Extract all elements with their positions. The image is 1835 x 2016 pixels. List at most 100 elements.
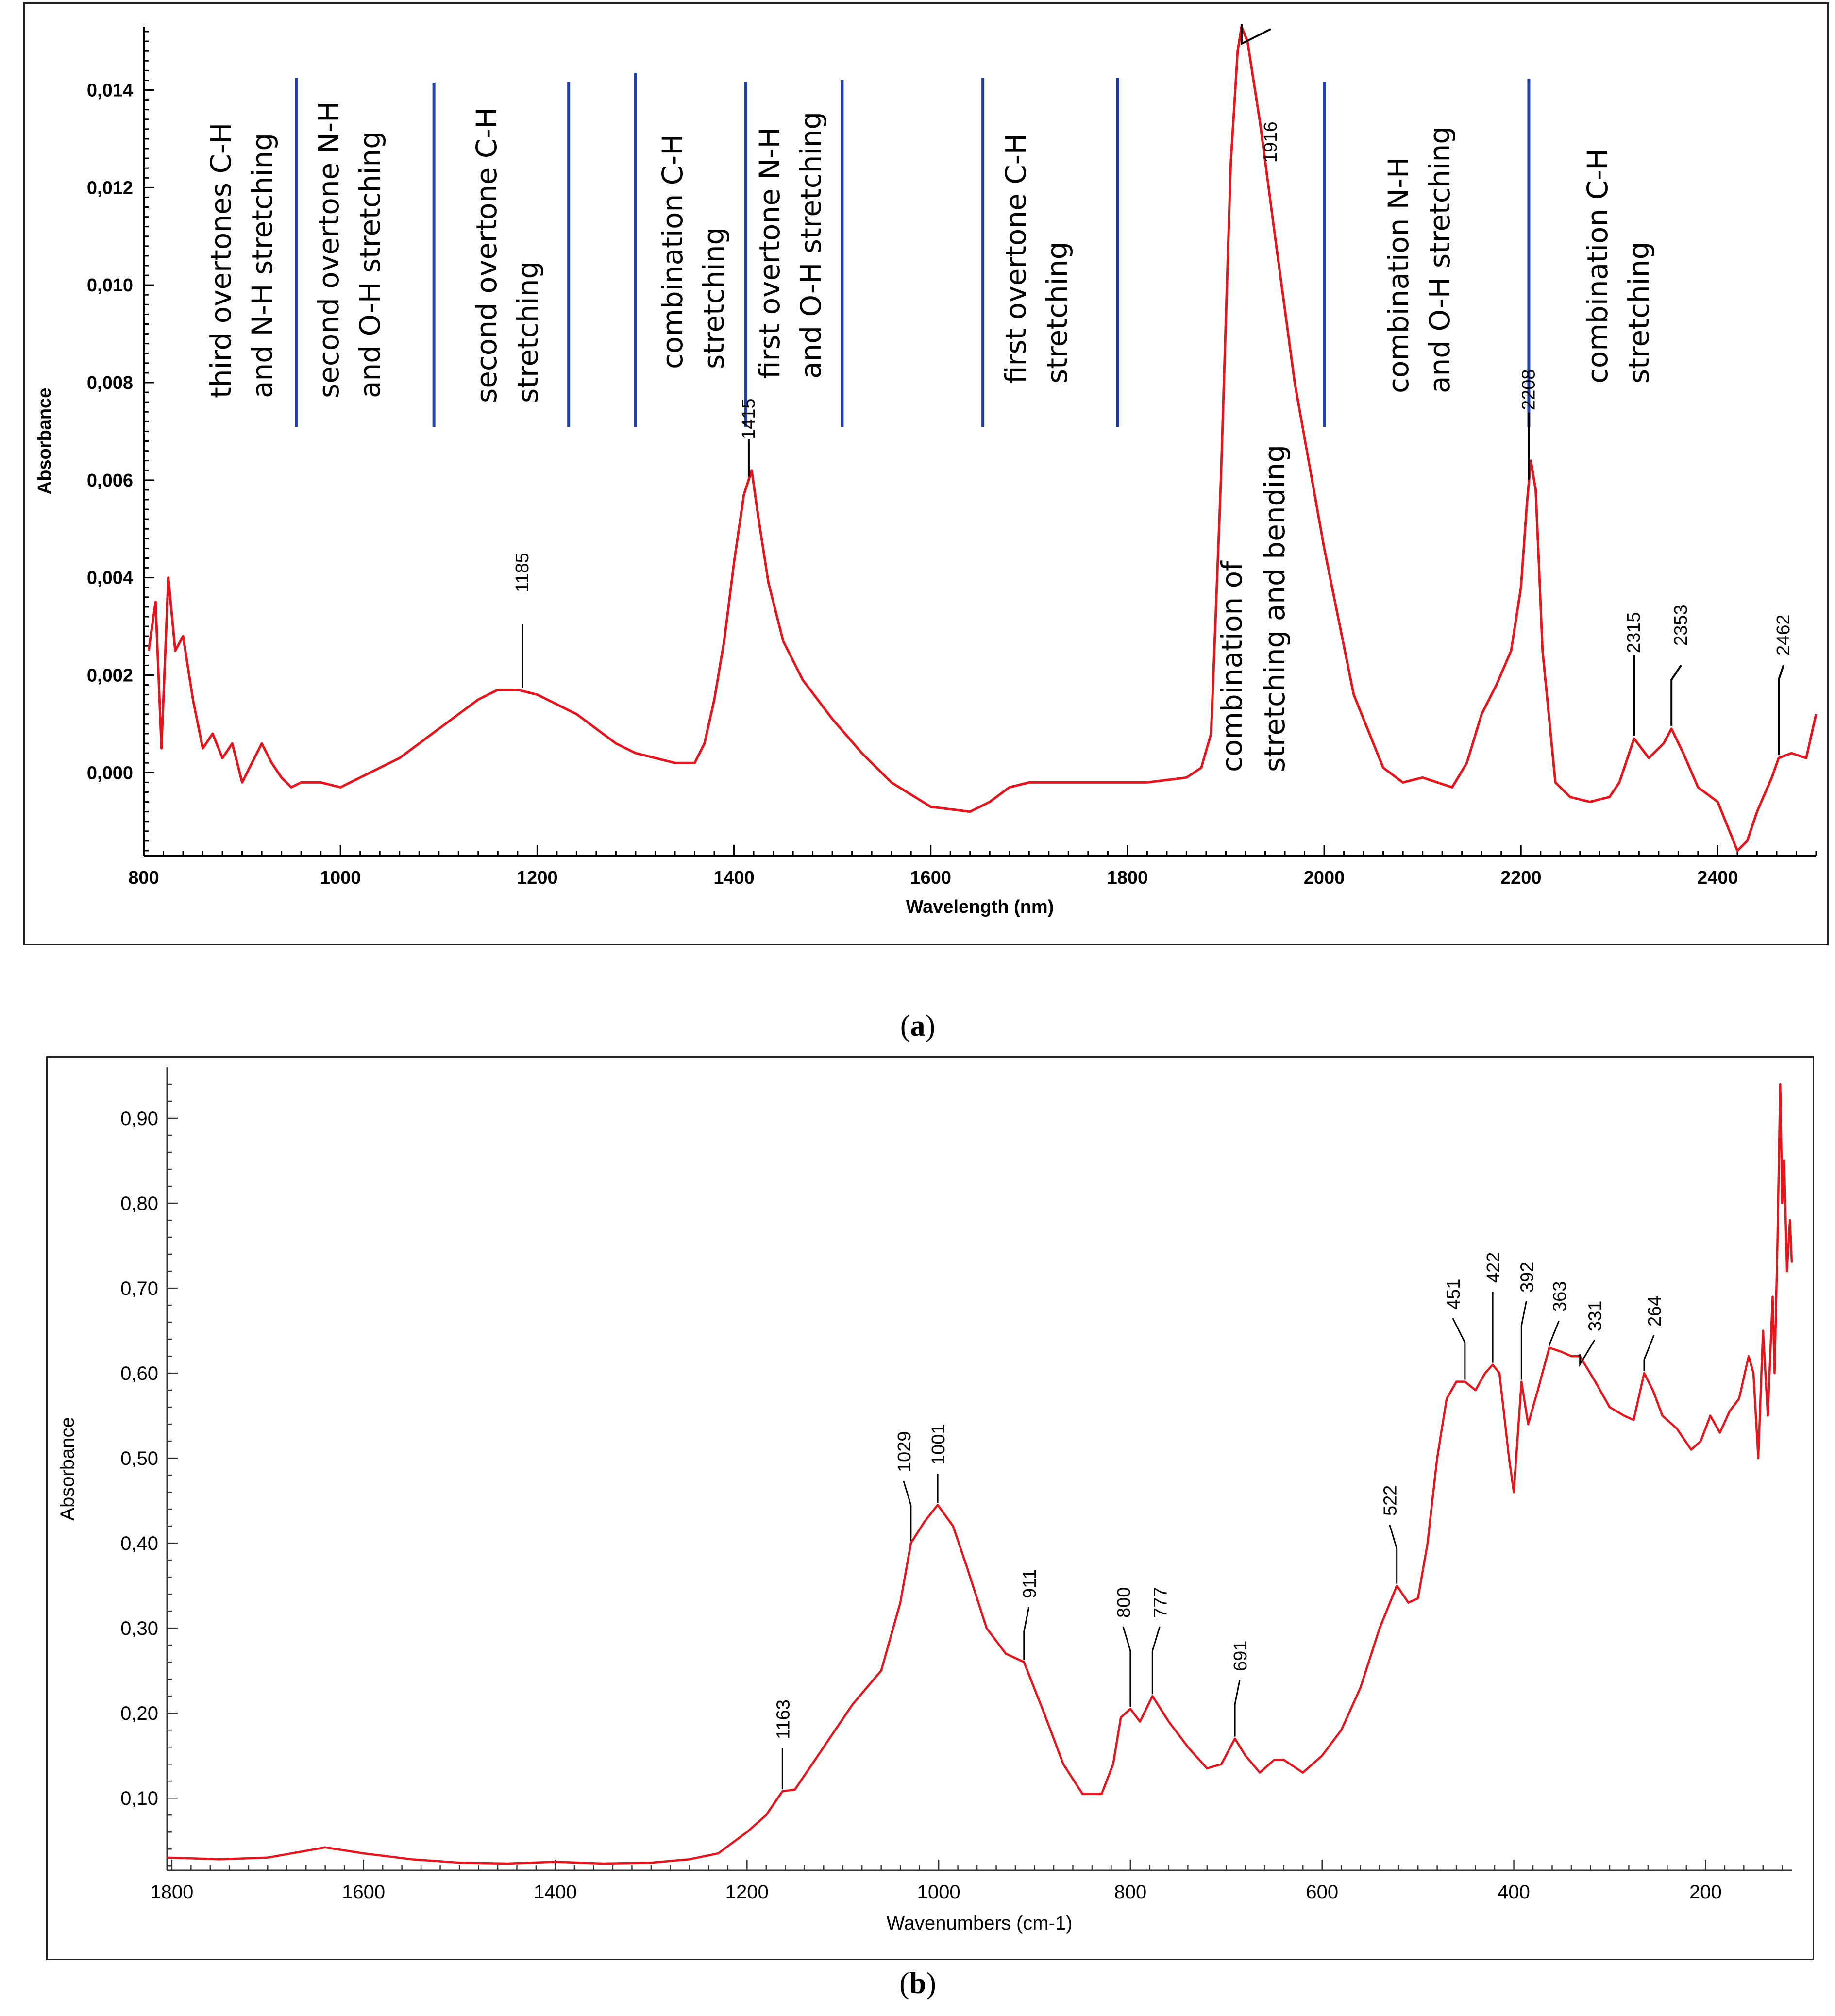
b-peak-leader <box>1452 1318 1466 1380</box>
a-y-tick-label: 0,010 <box>87 275 133 296</box>
b-peak-label: 264 <box>1645 1296 1665 1327</box>
panel-b-frame <box>46 1056 1814 1960</box>
panel-b-caption-letter: b <box>909 1967 926 2000</box>
a-band-annotation: combination C-H stretching <box>1581 149 1655 384</box>
a-band-annotation: second overtone C-H stretching <box>470 107 544 403</box>
b-peak-marker: 800 <box>1114 1587 1134 1707</box>
panel-a-caption: (a) <box>900 1009 936 1042</box>
b-peak-label: 1163 <box>773 1699 793 1739</box>
a-peak-marker: 1916 <box>1240 24 1281 163</box>
a-x-tick-label: 1400 <box>713 868 755 888</box>
b-peak-marker: 264 <box>1643 1296 1665 1372</box>
a-peak-label: 1185 <box>512 553 533 592</box>
a-band-annotation: combination of stretching and bending <box>1215 445 1291 772</box>
b-peak-leader <box>1643 1335 1655 1372</box>
b-peak-label: 1001 <box>928 1424 949 1465</box>
a-y-tick-label: 0,006 <box>87 470 133 491</box>
a-band-label-line2: stretching and bending <box>1258 445 1291 772</box>
a-band-label-line1: first overtone C-H <box>999 134 1032 384</box>
b-peak-marker: 1029 <box>894 1431 915 1542</box>
a-peak-marker: 1185 <box>512 553 533 689</box>
b-y-tick-label: 0,10 <box>120 1788 158 1809</box>
b-x-tick-label: 1600 <box>342 1882 385 1903</box>
a-band-annotation: second overtone N-H and O-H stretching <box>312 101 387 398</box>
a-y-tick-label: 0,002 <box>87 665 133 686</box>
a-band-label-line1: combination of <box>1215 560 1248 772</box>
a-axes: 800 1000 1200 1400 1600 1800 2000 2200 2400 0,000… <box>87 27 1817 888</box>
b-peak-label: 392 <box>1517 1262 1537 1293</box>
b-x-tick-label: 1400 <box>534 1882 577 1903</box>
b-peak-label: 522 <box>1380 1485 1401 1516</box>
b-peak-leader <box>1234 1680 1241 1737</box>
a-peak-marker: 2315 <box>1624 612 1644 736</box>
b-peak-leader <box>903 1480 912 1542</box>
panel-a-caption-letter: a <box>910 1009 926 1042</box>
a-x-tick-label: 1600 <box>910 868 951 888</box>
a-band-label-line2: stretching <box>1622 242 1655 384</box>
b-peak-marker: 911 <box>1020 1569 1040 1661</box>
a-band-annotation: first overtone C-H stretching <box>999 134 1074 384</box>
a-peak-label: 1916 <box>1261 121 1281 163</box>
b-spectrum-line <box>167 1083 1793 1865</box>
a-y-axis-title: Absorbance <box>34 388 55 495</box>
a-band-annotation: first overtone N-H and O-H stretching <box>753 112 827 379</box>
b-peak-leader <box>1023 1607 1030 1661</box>
b-y-tick-label: 0,40 <box>120 1533 158 1554</box>
b-peak-label: 691 <box>1230 1641 1251 1671</box>
b-y-tick-label: 0,80 <box>120 1193 158 1214</box>
b-peak-marker: 392 <box>1517 1262 1537 1380</box>
a-band-label-line1: second overtone N-H <box>312 101 345 398</box>
nir-spectrum-chart: 800 1000 1200 1400 1600 1800 2000 2200 2400 0,000… <box>34 24 1818 917</box>
b-axes: 1800 1600 1400 1200 1000 800 600 400 200 0,10 0,20… <box>120 1067 1792 1903</box>
b-x-tick-label: 1000 <box>917 1882 960 1903</box>
a-y-tick-label: 0,000 <box>87 763 133 783</box>
a-peak-leader <box>1670 664 1682 726</box>
b-y-tick-label: 0,30 <box>120 1618 158 1639</box>
b-peak-marker: 1001 <box>928 1424 949 1503</box>
a-y-tick-label: 0,004 <box>87 568 133 588</box>
b-peak-leader <box>1520 1301 1527 1380</box>
a-peak-leader <box>1240 24 1271 46</box>
b-peak-label: 422 <box>1483 1252 1504 1283</box>
a-peak-labels: 1185 1415 1916 2208 2315 2353 2462 <box>512 24 1794 756</box>
b-peak-marker: 422 <box>1483 1252 1504 1363</box>
a-band-annotation: combination N-H and O-H stretching <box>1382 126 1456 393</box>
a-peak-marker: 1415 <box>739 398 759 477</box>
b-peak-marker: 451 <box>1444 1279 1466 1380</box>
a-x-tick-label: 1200 <box>517 868 558 888</box>
b-peak-marker: 691 <box>1230 1641 1251 1737</box>
a-peak-label: 1415 <box>739 398 759 439</box>
a-y-tick-label: 0,012 <box>87 178 133 198</box>
a-peak-label: 2353 <box>1671 605 1691 646</box>
a-x-tick-label: 2000 <box>1304 868 1345 888</box>
a-band-label-line1: first overtone N-H <box>753 127 786 379</box>
b-y-tick-label: 0,20 <box>120 1703 158 1724</box>
b-peak-label: 1029 <box>894 1431 915 1472</box>
a-band-label-line2: and N-H stretching <box>246 133 279 398</box>
b-peak-marker: 777 <box>1150 1587 1171 1695</box>
a-band-label-line1: second overtone C-H <box>470 107 503 403</box>
a-band-label-line1: combination C-H <box>1581 149 1614 384</box>
b-x-tick-label: 800 <box>1114 1882 1147 1903</box>
b-y-axis-title: Absorbance <box>57 1417 78 1520</box>
b-peak-marker: 522 <box>1380 1485 1401 1584</box>
b-peak-marker: 331 <box>1579 1301 1606 1367</box>
a-band-annotation: combination C-H stretching <box>656 134 730 369</box>
a-peak-leader <box>1778 665 1784 756</box>
a-band-label-line2: stretching <box>697 227 730 369</box>
b-y-tick-label: 0,90 <box>120 1108 158 1129</box>
a-band-label-line2: and O-H stretching <box>354 131 387 398</box>
a-y-tick-label: 0,014 <box>87 81 133 101</box>
a-x-tick-label: 2200 <box>1500 868 1542 888</box>
b-peak-labels: 1163 1029 1001 911 800 777 691 522 451 422 392 363 3… <box>773 1252 1665 1790</box>
a-spectrum-line <box>147 25 1818 852</box>
b-x-tick-label: 400 <box>1498 1882 1530 1903</box>
b-x-tick-label: 600 <box>1306 1882 1338 1903</box>
a-peak-marker: 2208 <box>1518 369 1539 480</box>
a-peak-marker: 2462 <box>1773 614 1794 756</box>
b-peak-leader <box>1549 1320 1560 1346</box>
b-x-tick-label: 1200 <box>725 1882 769 1903</box>
b-peak-leader <box>1579 1340 1596 1367</box>
b-y-tick-label: 0,60 <box>120 1363 158 1384</box>
